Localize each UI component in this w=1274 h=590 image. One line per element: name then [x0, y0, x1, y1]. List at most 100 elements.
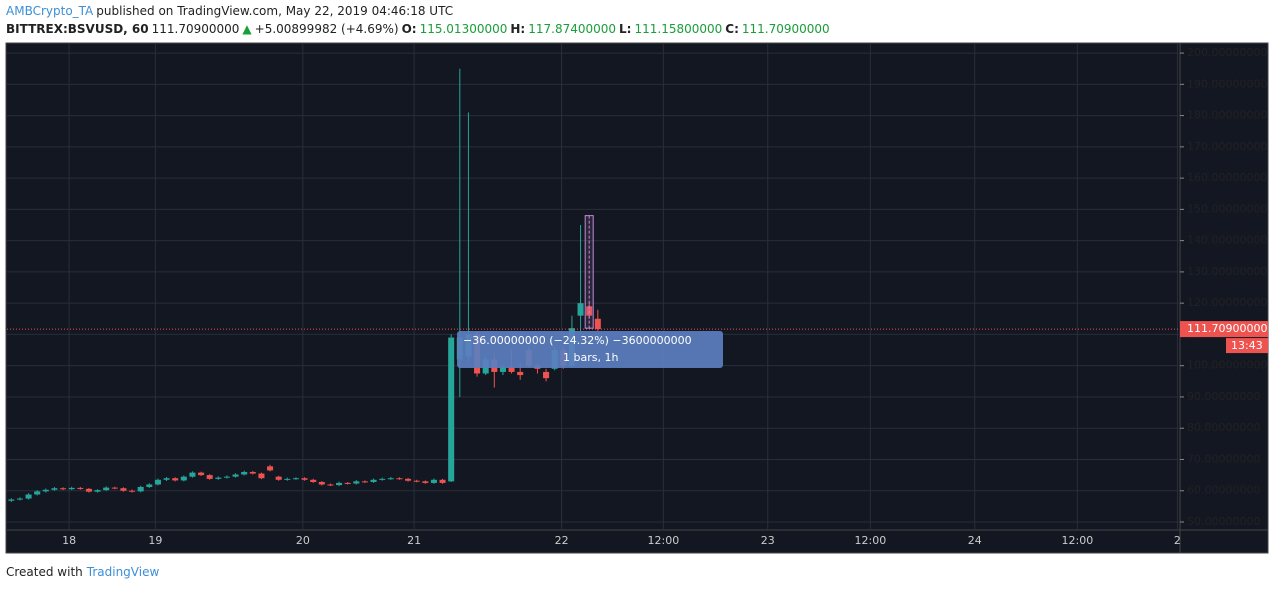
y-tick-label: 130.00000000: [1187, 265, 1267, 278]
h-label: H:: [510, 22, 526, 36]
y-tick-label: 200.00000000: [1187, 46, 1267, 59]
candle-body: [8, 499, 15, 501]
last-price-label: 111.70900000: [1187, 322, 1267, 335]
header-line-2: BITTREX:BSVUSD, 60 111.70900000 ▲ +5.008999…: [6, 22, 833, 36]
candle-body: [258, 473, 265, 479]
countdown: 13:43: [1231, 339, 1263, 352]
candle-body: [25, 494, 32, 499]
x-tick-label: 23: [761, 534, 775, 547]
x-tick-label: 12:00: [1062, 534, 1094, 547]
candle-body: [68, 487, 75, 490]
c: 111.70900000: [741, 22, 830, 36]
y-tick-label: 50.00000000: [1187, 515, 1260, 528]
o: 115.01300000: [419, 22, 508, 36]
candle-body: [85, 488, 92, 492]
candle-body: [336, 482, 343, 486]
candle-body: [146, 484, 153, 487]
x-tick-label: 22: [555, 534, 569, 547]
candle-body: [405, 478, 412, 481]
y-tick-label: 190.00000000: [1187, 77, 1267, 90]
y-tick-label: 80.00000000: [1187, 421, 1260, 434]
c-label: C:: [725, 22, 739, 36]
candle-body: [413, 480, 420, 482]
candle-body: [120, 488, 127, 491]
candle-body: [223, 476, 230, 478]
candle-body: [508, 367, 515, 372]
candle-body: [370, 479, 377, 482]
candle-body: [16, 498, 23, 500]
candle-body: [310, 479, 317, 482]
candle-body: [34, 491, 41, 495]
header-line-1: AMBCrypto_TA published on TradingView.com…: [6, 4, 456, 18]
o-label: O:: [401, 22, 417, 36]
published: published on TradingView.com, May 22, 20…: [96, 4, 454, 18]
candle-body: [77, 487, 84, 489]
change: +5.00899982 (+4.69%): [254, 22, 399, 36]
candle-body: [387, 478, 394, 480]
last-price-box: [1180, 321, 1268, 338]
candle-body: [543, 371, 550, 379]
candle-body: [111, 487, 118, 489]
candle-body: [448, 337, 455, 482]
y-tick-label: 160.00000000: [1187, 171, 1267, 184]
candle-body: [344, 482, 351, 484]
measure-tooltip: [457, 331, 723, 368]
candle-body: [361, 481, 368, 483]
x-tick-label: 18: [62, 534, 76, 547]
candle-body: [60, 488, 67, 490]
y-tick-label: 180.00000000: [1187, 109, 1267, 122]
y-tick-label: 170.00000000: [1187, 140, 1267, 153]
brand[interactable]: TradingView: [86, 565, 160, 579]
candle-body: [42, 489, 49, 492]
candle-body: [517, 371, 524, 376]
created: Created with: [6, 565, 83, 579]
candle-body: [439, 479, 446, 483]
measure-line-2: 1 bars, 1h: [563, 351, 618, 364]
arrow: ▲: [242, 22, 252, 36]
candle-body: [180, 476, 187, 481]
candle-body: [327, 484, 334, 486]
x-tick-label: 24: [968, 534, 982, 547]
x-tick-label: 19: [148, 534, 162, 547]
l: 111.15800000: [634, 22, 723, 36]
author[interactable]: AMBCrypto_TA: [6, 4, 94, 18]
candle-body: [129, 490, 136, 492]
candle-body: [215, 477, 222, 479]
y-tick-label: 60.00000000: [1187, 484, 1260, 497]
countdown-box: [1226, 338, 1268, 354]
last: 111.70900000: [151, 22, 240, 36]
candle-body: [154, 479, 161, 485]
candle-body: [292, 478, 299, 480]
candle-body: [232, 474, 239, 477]
candle-body: [275, 476, 282, 480]
x-tick-label: 2: [1174, 534, 1181, 547]
symbol: BITTREX:BSVUSD, 60: [6, 22, 149, 36]
candle-body: [301, 478, 308, 480]
candle-body: [51, 488, 58, 490]
candle-body: [189, 472, 196, 477]
measure-line-1: −36.00000000 (−24.32%) −3600000000: [463, 334, 692, 347]
candle-body: [137, 486, 144, 492]
x-tick-label: 12:00: [648, 534, 680, 547]
candle-body: [198, 472, 205, 476]
candle-body: [249, 471, 256, 474]
x-tick-label: 20: [296, 534, 310, 547]
candle-body: [499, 367, 506, 372]
y-tick-label: 140.00000000: [1187, 234, 1267, 247]
y-tick-label: 150.00000000: [1187, 202, 1267, 215]
y-tick-label: 100.00000000: [1187, 359, 1267, 372]
chart-background: [5, 42, 1269, 554]
candle-body: [353, 481, 360, 484]
candle-body: [163, 478, 170, 480]
l-label: L:: [619, 22, 632, 36]
candle-body: [94, 490, 101, 492]
candle-body: [396, 478, 403, 480]
y-tick-label: 70.00000000: [1187, 452, 1260, 465]
candle-body: [318, 481, 325, 485]
candle-body: [577, 303, 584, 316]
candle-body: [379, 478, 386, 480]
candle-body: [103, 487, 110, 491]
candle-body: [241, 471, 248, 475]
candle-body: [267, 466, 274, 471]
